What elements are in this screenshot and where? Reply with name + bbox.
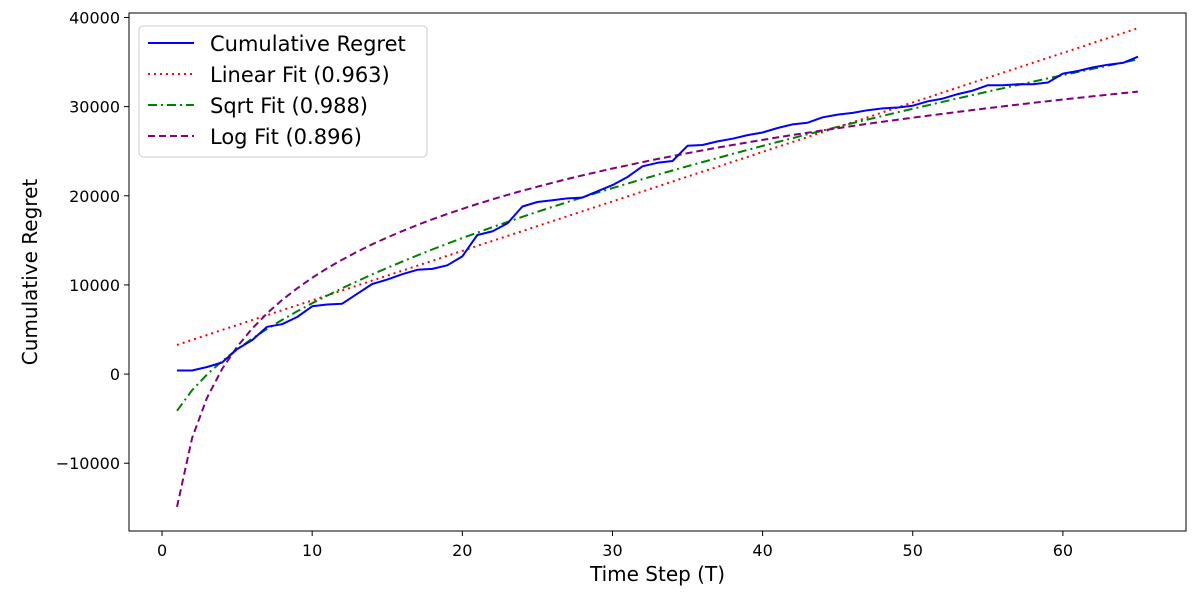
y-tick-label: −10000 [56, 454, 120, 473]
x-tick-label: 60 [1053, 541, 1073, 560]
legend-box [138, 25, 428, 158]
y-tick-label: 30000 [69, 98, 120, 117]
x-axis: 0 10 20 30 40 50 60 [157, 531, 1073, 560]
plot-frame [128, 12, 1187, 532]
series-line-sqrt-fit-0-988 [176, 58, 1139, 412]
series-line-linear-fit-0-963 [176, 27, 1139, 346]
legend: Cumulative Regret Linear Fit (0.963) Sqrt … [138, 25, 428, 158]
x-tick-label: 20 [452, 541, 472, 560]
x-tick-label: 30 [602, 541, 622, 560]
y-tick-label: 0 [110, 365, 120, 384]
x-tick-label: 50 [903, 541, 923, 560]
x-tick-label: 0 [157, 541, 167, 560]
x-tick-label: 10 [302, 541, 322, 560]
legend-label: Cumulative Regret [210, 32, 406, 56]
series-line-log-fit-0-896 [176, 90, 1139, 508]
x-axis-label: Time Step (T) [589, 562, 725, 586]
legend-label: Log Fit (0.896) [210, 125, 362, 149]
legend-label: Linear Fit (0.963) [210, 63, 390, 87]
y-axis-label: Cumulative Regret [18, 179, 42, 366]
plot-lines [176, 27, 1139, 508]
legend-label: Sqrt Fit (0.988) [210, 94, 368, 118]
x-tick-label: 40 [752, 541, 772, 560]
y-tick-label: 10000 [69, 276, 120, 295]
y-axis: −10000 0 10000 20000 30000 40000 [56, 8, 129, 473]
y-tick-label: 40000 [69, 8, 120, 27]
series-line-cumulative-regret [177, 55, 1139, 372]
y-tick-label: 20000 [69, 187, 120, 206]
